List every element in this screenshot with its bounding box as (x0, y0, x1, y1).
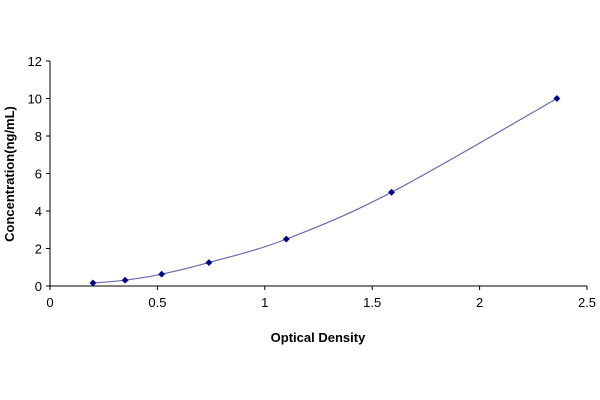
y-axis-title: Concentration(ng/mL) (2, 106, 17, 242)
data-point (387, 188, 396, 196)
y-tick-label: 0 (35, 279, 42, 294)
data-point (121, 276, 129, 284)
y-tick-label: 8 (35, 129, 42, 144)
y-tick-label: 2 (35, 242, 42, 257)
x-tick-label: 1.5 (363, 295, 381, 310)
x-axis-title: Optical Density (271, 330, 366, 345)
x-tick-label: 0.5 (148, 295, 166, 310)
y-tick-label: 12 (28, 54, 42, 69)
data-point (158, 270, 166, 278)
y-tick-label: 4 (35, 204, 42, 219)
data-point (89, 279, 97, 287)
x-tick-label: 1 (261, 295, 268, 310)
x-tick-label: 0 (46, 295, 53, 310)
data-point (282, 235, 290, 243)
plot-area: 0 2 4 6 8 10 12 0 0.5 1 1.5 2 2.5 (28, 54, 597, 310)
x-tick-label: 2.5 (578, 295, 596, 310)
y-tick-label: 6 (35, 167, 42, 182)
x-tick-label: 2 (476, 295, 483, 310)
y-tick-label: 10 (28, 92, 42, 107)
data-point (205, 259, 213, 267)
data-point (553, 94, 561, 103)
fit-curve (92, 97, 558, 284)
